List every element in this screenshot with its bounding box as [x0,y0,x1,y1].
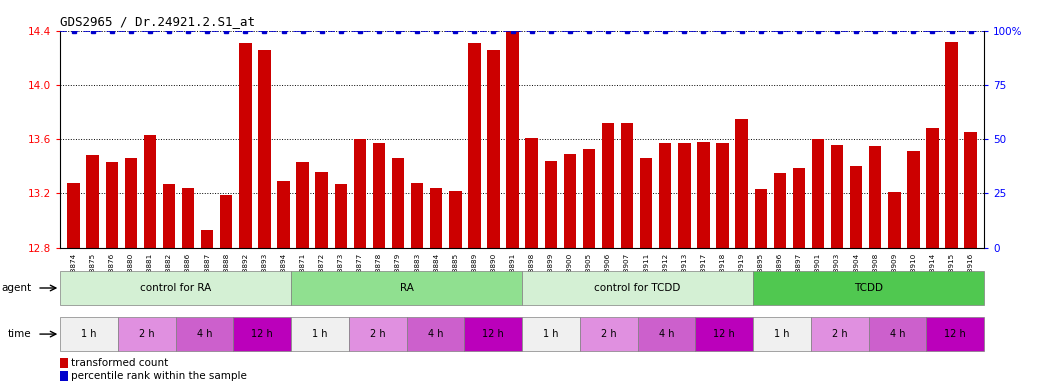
Bar [220,195,233,248]
Bar [602,123,614,248]
Bar [67,183,80,248]
Bar [407,317,464,351]
Bar [60,317,118,351]
Bar [201,230,214,248]
Bar [522,271,753,305]
Bar [411,183,424,248]
Text: time: time [7,329,31,339]
Text: 1 h: 1 h [543,329,558,339]
Text: RA: RA [400,283,413,293]
Bar [349,317,407,351]
Bar [143,135,156,248]
Text: GDS2965 / Dr.24921.2.S1_at: GDS2965 / Dr.24921.2.S1_at [60,15,255,28]
Bar [316,172,328,248]
Text: 4 h: 4 h [659,329,675,339]
Bar [582,149,595,248]
Text: control for RA: control for RA [140,283,212,293]
Bar [580,317,637,351]
Text: 12 h: 12 h [945,329,966,339]
Bar [850,166,863,248]
Bar [946,41,958,248]
Bar [755,189,767,248]
Bar [163,184,175,248]
Bar [118,317,175,351]
Bar [297,162,309,248]
Bar [258,50,271,248]
Bar [659,143,672,248]
Bar [907,151,920,248]
Bar [354,139,366,248]
Text: 4 h: 4 h [428,329,443,339]
Bar [621,123,633,248]
Text: 4 h: 4 h [890,329,905,339]
Bar [291,271,522,305]
Text: 12 h: 12 h [251,329,273,339]
Bar [507,28,519,248]
Bar [637,317,695,351]
Text: 2 h: 2 h [139,329,155,339]
Bar [869,146,881,248]
Bar [449,191,462,248]
Bar [869,317,926,351]
Text: 2 h: 2 h [601,329,617,339]
Text: transformed count: transformed count [71,358,168,368]
Bar [811,317,869,351]
Bar [334,184,347,248]
Bar [487,50,499,248]
Bar [753,271,984,305]
Bar [86,156,99,248]
Bar [430,188,442,248]
Bar [698,142,710,248]
Text: TCDD: TCDD [854,283,883,293]
Bar [125,158,137,248]
Text: percentile rank within the sample: percentile rank within the sample [71,371,246,381]
Bar [716,143,729,248]
Text: control for TCDD: control for TCDD [595,283,681,293]
Text: 1 h: 1 h [81,329,97,339]
Bar [640,158,653,248]
Bar [525,138,538,248]
Bar [277,181,290,248]
Bar [695,317,753,351]
Bar [239,43,251,248]
Bar [291,317,349,351]
Bar [182,188,194,248]
Bar [373,143,385,248]
Text: 2 h: 2 h [831,329,847,339]
Bar [830,145,843,248]
Bar [234,317,291,351]
Text: 2 h: 2 h [370,329,385,339]
Bar [793,168,805,248]
Text: 4 h: 4 h [197,329,213,339]
Bar [391,158,404,248]
Bar [926,317,984,351]
Text: agent: agent [1,283,31,293]
Bar [522,317,580,351]
Bar [753,317,811,351]
Bar [60,371,67,381]
Bar [60,358,67,368]
Bar [889,192,901,248]
Bar [468,43,481,248]
Bar [106,162,118,248]
Bar [60,271,291,305]
Bar [545,161,557,248]
Bar [464,317,522,351]
Text: 12 h: 12 h [713,329,735,339]
Bar [964,132,977,248]
Bar [175,317,234,351]
Text: 12 h: 12 h [483,329,504,339]
Bar [678,143,690,248]
Text: 1 h: 1 h [312,329,328,339]
Bar [773,173,786,248]
Bar [926,128,938,248]
Bar [812,139,824,248]
Text: 1 h: 1 h [774,329,790,339]
Bar [564,154,576,248]
Bar [735,119,747,248]
